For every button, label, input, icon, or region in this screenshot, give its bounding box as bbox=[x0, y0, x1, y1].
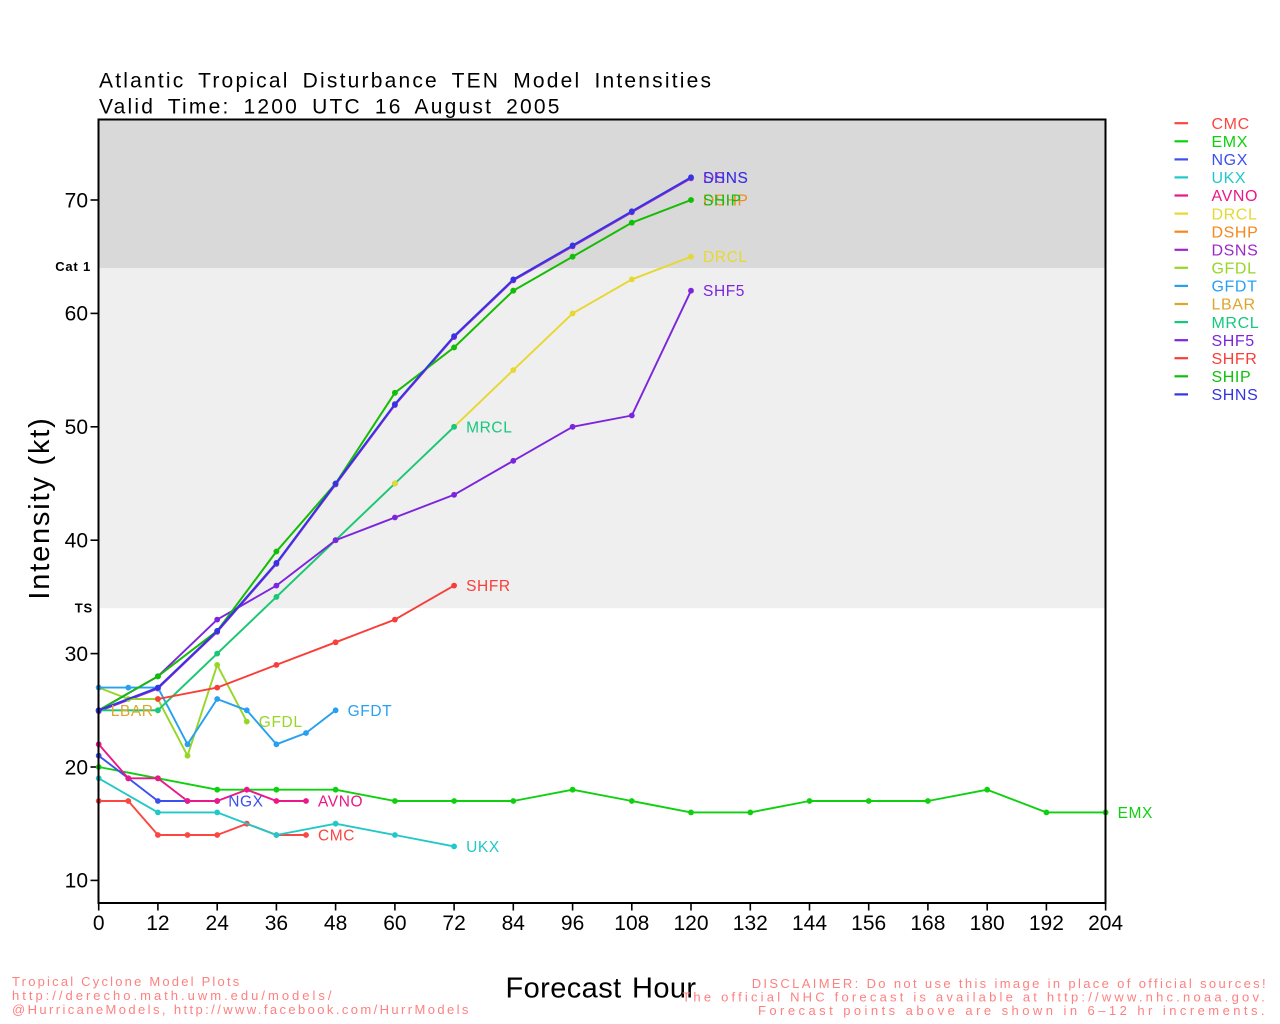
svg-text:36: 36 bbox=[265, 912, 288, 935]
svg-text:SHF5: SHF5 bbox=[1212, 333, 1255, 350]
svg-text:DSHP: DSHP bbox=[703, 193, 748, 210]
svg-text:Intensity (kt): Intensity (kt) bbox=[24, 416, 56, 599]
svg-text:50: 50 bbox=[65, 416, 88, 439]
svg-text:60: 60 bbox=[383, 912, 406, 935]
svg-text:SHFR: SHFR bbox=[1212, 351, 1258, 368]
svg-text:The official NHC forecast is a: The official NHC forecast is available a… bbox=[682, 990, 1268, 1005]
svg-text:Forecast points above are show: Forecast points above are shown in 6–12 … bbox=[758, 1003, 1268, 1018]
svg-text:SHFR: SHFR bbox=[466, 578, 511, 595]
svg-text:GFDL: GFDL bbox=[259, 714, 303, 731]
svg-text:AVNO: AVNO bbox=[318, 794, 363, 811]
svg-text:40: 40 bbox=[65, 530, 88, 553]
svg-text:70: 70 bbox=[65, 189, 88, 212]
svg-text:Tropical Cyclone Model Plots: Tropical Cyclone Model Plots bbox=[12, 974, 241, 989]
svg-text:EMX: EMX bbox=[1118, 805, 1153, 822]
svg-text:MRCL: MRCL bbox=[466, 419, 512, 436]
svg-text:EMX: EMX bbox=[1212, 134, 1248, 151]
svg-text:30: 30 bbox=[65, 643, 88, 666]
svg-text:0: 0 bbox=[93, 912, 105, 935]
svg-text:Cat 1: Cat 1 bbox=[55, 259, 91, 274]
svg-text:SHF5: SHF5 bbox=[703, 283, 745, 300]
svg-text:CMC: CMC bbox=[1212, 116, 1250, 133]
svg-text:TS: TS bbox=[75, 600, 93, 615]
svg-text:Atlantic Tropical Disturbance: Atlantic Tropical Disturbance TEN Model … bbox=[99, 70, 713, 93]
svg-text:http://derecho.math.uwm.edu/mo: http://derecho.math.uwm.edu/models/ bbox=[12, 988, 335, 1003]
svg-text:Forecast Hour: Forecast Hour bbox=[506, 973, 697, 1005]
svg-text:UKX: UKX bbox=[1212, 170, 1247, 187]
svg-text:204: 204 bbox=[1088, 912, 1123, 935]
svg-text:GFDT: GFDT bbox=[1212, 279, 1258, 296]
svg-text:132: 132 bbox=[733, 912, 768, 935]
svg-text:NGX: NGX bbox=[228, 794, 263, 811]
svg-text:@HurricaneModels, http://www.f: @HurricaneModels, http://www.facebook.co… bbox=[12, 1002, 471, 1017]
svg-text:CMC: CMC bbox=[318, 828, 355, 845]
svg-text:20: 20 bbox=[65, 756, 88, 779]
svg-text:DRCL: DRCL bbox=[703, 249, 748, 266]
svg-text:DSNS: DSNS bbox=[1212, 243, 1259, 260]
svg-text:60: 60 bbox=[65, 303, 88, 326]
svg-text:12: 12 bbox=[146, 912, 169, 935]
svg-text:LBAR: LBAR bbox=[1212, 297, 1256, 314]
svg-text:DSHP: DSHP bbox=[1212, 224, 1259, 241]
svg-text:192: 192 bbox=[1029, 912, 1064, 935]
svg-text:72: 72 bbox=[442, 912, 465, 935]
svg-text:NGX: NGX bbox=[1212, 152, 1248, 169]
svg-text:DSNS: DSNS bbox=[703, 170, 748, 187]
svg-text:84: 84 bbox=[502, 912, 526, 935]
svg-text:SHNS: SHNS bbox=[703, 170, 748, 187]
svg-text:GFDT: GFDT bbox=[348, 703, 393, 720]
svg-text:SHNS: SHNS bbox=[1212, 387, 1259, 404]
svg-text:DRCL: DRCL bbox=[1212, 206, 1258, 223]
svg-text:UKX: UKX bbox=[466, 839, 500, 856]
svg-text:144: 144 bbox=[792, 912, 827, 935]
svg-text:LBAR: LBAR bbox=[111, 703, 154, 720]
svg-text:Valid Time: 1200 UTC 16 August: Valid Time: 1200 UTC 16 August 2005 bbox=[99, 96, 562, 119]
svg-text:DISCLAIMER: Do not use this im: DISCLAIMER: Do not use this image in pla… bbox=[752, 976, 1268, 991]
svg-text:GFDL: GFDL bbox=[1212, 261, 1257, 278]
svg-text:168: 168 bbox=[910, 912, 945, 935]
svg-text:48: 48 bbox=[324, 912, 347, 935]
svg-text:180: 180 bbox=[970, 912, 1005, 935]
svg-text:MRCL: MRCL bbox=[1212, 315, 1260, 332]
svg-text:SHIP: SHIP bbox=[703, 193, 742, 210]
svg-text:AVNO: AVNO bbox=[1212, 188, 1259, 205]
svg-text:SHIP: SHIP bbox=[1212, 369, 1252, 386]
svg-text:120: 120 bbox=[673, 912, 708, 935]
svg-text:10: 10 bbox=[65, 870, 88, 893]
svg-text:156: 156 bbox=[851, 912, 886, 935]
svg-text:24: 24 bbox=[206, 912, 230, 935]
svg-text:108: 108 bbox=[614, 912, 649, 935]
svg-text:96: 96 bbox=[561, 912, 584, 935]
